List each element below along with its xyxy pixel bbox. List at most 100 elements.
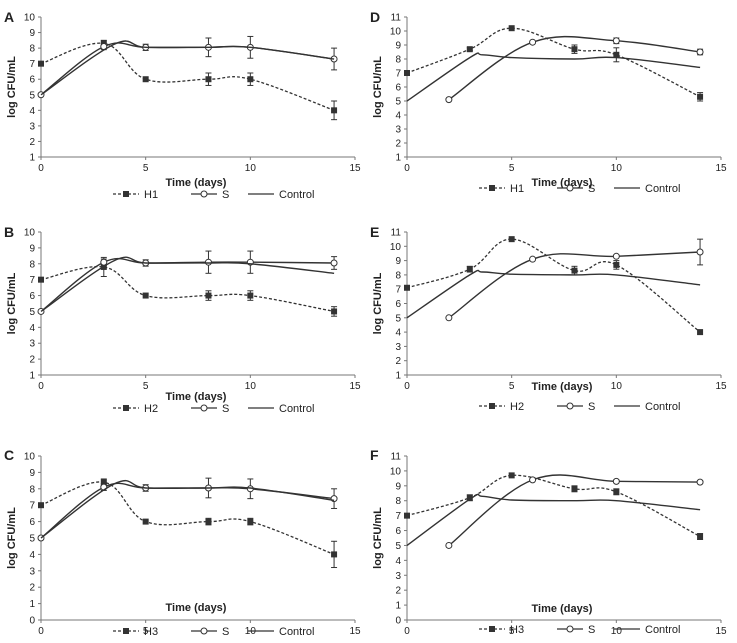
series-h1-point	[247, 76, 254, 83]
legend-s-marker	[200, 627, 208, 635]
series-s-point	[696, 48, 704, 56]
panel-letter: B	[4, 224, 14, 240]
y-tick-label: 4	[29, 106, 35, 117]
legend-s-label: S	[588, 401, 595, 413]
series-h1-line	[40, 42, 335, 111]
series-s-line	[448, 474, 701, 547]
y-tick-label: 11	[391, 228, 402, 239]
y-tick-label: 7	[29, 275, 35, 286]
series-s-point	[445, 96, 453, 104]
legend-h1-marker	[489, 185, 495, 191]
series-h2-line	[40, 265, 335, 313]
series-h1-point	[38, 60, 44, 67]
x-tick-label: 5	[509, 163, 515, 174]
series-h3-point	[404, 512, 410, 519]
series-s-point	[330, 495, 338, 503]
y-tick-label: 4	[395, 111, 401, 122]
x-axis-label: Time (days)	[166, 177, 227, 189]
x-tick-label: 15	[349, 381, 361, 392]
y-axis-label: log CFU/mL	[6, 507, 18, 569]
series-h3-point	[247, 518, 254, 525]
y-tick-label: 6	[395, 83, 401, 94]
y-tick-label: 3	[29, 121, 35, 132]
x-tick-label: 5	[509, 381, 515, 392]
y-tick-label: 9	[29, 468, 35, 479]
y-tick-label: 7	[395, 285, 401, 296]
x-tick-label: 0	[38, 626, 44, 637]
x-tick-label: 15	[715, 626, 727, 637]
y-tick-label: 10	[390, 27, 402, 38]
series-s-point	[445, 541, 453, 549]
series-h2-point	[247, 292, 254, 299]
series-s-point	[612, 37, 620, 45]
y-tick-label: 4	[395, 556, 401, 567]
series-control-line	[40, 479, 335, 539]
series-s-point	[445, 314, 453, 322]
x-tick-label: 15	[715, 381, 727, 392]
x-tick-label: 5	[509, 626, 515, 637]
series-h2-point	[331, 308, 338, 315]
series-h3-point	[613, 488, 620, 495]
x-tick-label: 10	[611, 626, 623, 637]
legend-s-label: S	[588, 624, 595, 636]
y-tick-label: 9	[29, 28, 35, 39]
y-tick-label: 2	[29, 137, 35, 148]
y-tick-label: 6	[29, 291, 35, 302]
y-tick-label: 4	[29, 550, 35, 561]
y-tick-label: 5	[29, 90, 35, 101]
panel-letter: C	[4, 447, 14, 463]
series-h1-point	[697, 93, 704, 100]
legend-h1-label: H1	[510, 183, 524, 195]
x-tick-label: 0	[404, 381, 410, 392]
x-tick-label: 15	[349, 163, 361, 174]
series-s-point	[330, 259, 338, 267]
y-tick-label: 8	[29, 259, 35, 270]
legend-s-marker	[566, 184, 574, 192]
legend-h3-label: H3	[510, 624, 524, 636]
legend-s-label: S	[222, 189, 229, 201]
y-tick-label: 0	[395, 616, 401, 627]
x-tick-label: 5	[143, 163, 149, 174]
y-tick-label: 2	[395, 586, 401, 597]
x-tick-label: 10	[611, 163, 623, 174]
x-axis-label: Time (days)	[532, 603, 593, 615]
y-tick-label: 8	[29, 44, 35, 55]
y-tick-label: 8	[395, 496, 401, 507]
x-tick-label: 10	[245, 381, 257, 392]
y-tick-label: 4	[395, 328, 401, 339]
y-tick-label: 7	[395, 69, 401, 80]
y-tick-label: 11	[391, 13, 402, 24]
series-s-point	[529, 38, 537, 46]
x-tick-label: 0	[38, 163, 44, 174]
y-tick-label: 4	[29, 323, 35, 334]
series-h1-point	[142, 76, 149, 83]
legend-control-label: Control	[645, 183, 680, 195]
legend-control-label: Control	[279, 403, 314, 415]
x-axis-label: Time (days)	[532, 381, 593, 393]
legend-s-marker	[200, 404, 208, 412]
series-h3-point	[466, 494, 473, 501]
series-h2-point	[38, 276, 44, 283]
series-h2-point	[697, 329, 704, 336]
series-s-point	[696, 478, 704, 486]
legend-s-label: S	[222, 626, 229, 638]
series-h3-point	[331, 551, 338, 558]
y-tick-label: 9	[395, 41, 401, 52]
series-s-point	[696, 248, 704, 256]
y-tick-label: 10	[390, 466, 402, 477]
y-tick-label: 6	[29, 75, 35, 86]
y-tick-label: 5	[395, 313, 401, 324]
y-tick-label: 2	[29, 583, 35, 594]
y-tick-label: 7	[29, 59, 35, 70]
series-h1-point	[404, 70, 410, 76]
y-tick-label: 9	[29, 243, 35, 254]
series-h2-point	[571, 267, 578, 274]
legend-s-marker	[200, 190, 208, 198]
x-tick-label: 15	[349, 626, 361, 637]
series-h2-point	[466, 266, 473, 273]
series-h2-point	[508, 236, 515, 243]
x-tick-label: 5	[143, 381, 149, 392]
y-axis-label: log CFU/mL	[372, 272, 384, 334]
x-axis-label: Time (days)	[166, 602, 227, 614]
